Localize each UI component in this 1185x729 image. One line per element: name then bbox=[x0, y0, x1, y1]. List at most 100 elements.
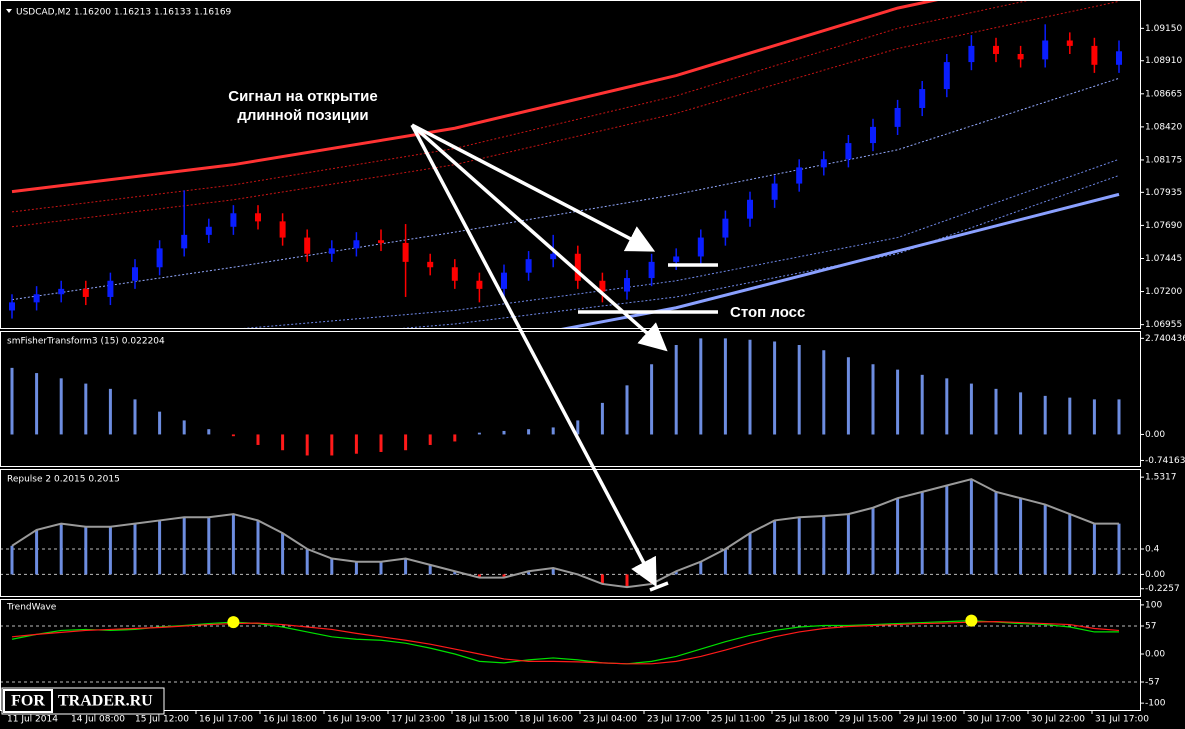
y-tick-label: -0.2257 bbox=[1145, 584, 1180, 594]
y-tick-label: 1.06955 bbox=[1145, 320, 1182, 330]
arrows bbox=[410, 123, 718, 592]
candle-body bbox=[599, 280, 606, 292]
x-tick-label: 11 Jul 2014 bbox=[7, 715, 58, 725]
x-tick-label: 16 Jul 17:00 bbox=[199, 715, 253, 725]
y-tick-label: 1.07690 bbox=[1145, 221, 1182, 231]
x-tick-label: 16 Jul 18:00 bbox=[263, 715, 317, 725]
y-tick-label: 0.00 bbox=[1145, 650, 1165, 660]
x-tick-label: 29 Jul 15:00 bbox=[839, 715, 893, 725]
x-tick-label: 25 Jul 11:00 bbox=[711, 715, 765, 725]
y-tick-label: 1.08910 bbox=[1145, 56, 1182, 66]
x-tick-label: 23 Jul 04:00 bbox=[583, 715, 637, 725]
y-tick-label: -100 bbox=[1145, 699, 1166, 709]
y-tick-label: 1.07445 bbox=[1145, 254, 1182, 264]
candle-body bbox=[820, 159, 827, 168]
candle-body bbox=[402, 242, 409, 262]
candle-body bbox=[205, 226, 212, 235]
candle-body bbox=[427, 261, 434, 268]
candle-body bbox=[279, 221, 286, 238]
x-tick-label: 18 Jul 15:00 bbox=[455, 715, 509, 725]
candle-body bbox=[353, 240, 360, 249]
x-tick-label: 18 Jul 16:00 bbox=[519, 715, 573, 725]
y-tick-label: 1.08175 bbox=[1145, 155, 1182, 165]
candle-body bbox=[796, 167, 803, 184]
menu-arrow[interactable] bbox=[6, 9, 12, 13]
band-line bbox=[11, 0, 1120, 228]
candle-body bbox=[181, 234, 188, 249]
series-line bbox=[11, 620, 1119, 665]
y-tick-label: 1.09150 bbox=[1145, 24, 1182, 34]
band-line bbox=[560, 192, 1120, 328]
x-tick-label: 15 Jul 12:00 bbox=[135, 715, 189, 725]
y-tick-label: 1.08665 bbox=[1145, 89, 1182, 99]
watermark: FOR TRADER.RU bbox=[1, 687, 165, 715]
y-tick-label: 1.5317 bbox=[1145, 473, 1177, 483]
annotation: длинной позиции bbox=[237, 107, 368, 124]
candle-body bbox=[771, 183, 778, 200]
x-tick-label: 23 Jul 17:00 bbox=[647, 715, 701, 725]
candle-body bbox=[943, 62, 950, 90]
candle-body bbox=[1066, 40, 1073, 46]
candle-body bbox=[378, 240, 384, 243]
candle-body bbox=[919, 89, 926, 108]
candle-body bbox=[156, 248, 163, 268]
candle-body bbox=[968, 45, 975, 63]
y-tick-label: 1.08420 bbox=[1145, 122, 1182, 132]
candle-body bbox=[1017, 53, 1024, 60]
panel-borders bbox=[0, 0, 1141, 711]
candle-body bbox=[845, 143, 852, 160]
candle-body bbox=[33, 294, 40, 303]
x-tick-label: 17 Jul 23:00 bbox=[391, 715, 445, 725]
x-tick-label: 30 Jul 22:00 bbox=[1031, 715, 1085, 725]
band-line bbox=[11, 0, 1033, 213]
candle-body bbox=[993, 45, 999, 54]
x-tick-label: 30 Jul 17:00 bbox=[967, 715, 1021, 725]
candle-body bbox=[107, 280, 114, 297]
watermark-text: TRADER.RU bbox=[58, 693, 153, 710]
x-tick-label: 31 Jul 17:00 bbox=[1095, 715, 1149, 725]
y-tick-label: 57 bbox=[1145, 622, 1156, 632]
candle-body bbox=[255, 213, 261, 222]
x-tick-label: 16 Jul 19:00 bbox=[327, 715, 381, 725]
candle-body bbox=[525, 259, 532, 273]
y-tick-label: 0.00 bbox=[1145, 430, 1165, 440]
panel bbox=[0, 614, 1140, 683]
candle-body bbox=[1091, 45, 1098, 65]
candle-body bbox=[697, 237, 704, 257]
signal-dot bbox=[227, 616, 240, 629]
candle-body bbox=[9, 302, 15, 311]
candle-body bbox=[82, 288, 89, 297]
series-line bbox=[11, 620, 1120, 665]
y-tick-label: 0.4 bbox=[1145, 545, 1160, 555]
panel-title: TrendWave bbox=[6, 603, 57, 613]
y-tick-label: -0.74163 bbox=[1145, 456, 1185, 466]
panel-title: smFisherTransform3 (15) 0.022204 bbox=[7, 337, 165, 347]
candle-body bbox=[476, 280, 483, 289]
chart-title: USDCAD,M2 1.16200 1.16213 1.16133 1.1616… bbox=[16, 8, 232, 18]
watermark-text: FOR bbox=[11, 693, 45, 710]
candle-body bbox=[624, 278, 630, 292]
repulse-line bbox=[11, 478, 1119, 589]
candle-body bbox=[1042, 40, 1049, 60]
y-tick-label: 1.07935 bbox=[1145, 188, 1182, 198]
y-tick-label: -57 bbox=[1145, 678, 1160, 688]
candle-body bbox=[894, 107, 901, 127]
candle-body bbox=[747, 199, 753, 219]
candle-body bbox=[451, 267, 458, 281]
candle-body bbox=[550, 253, 557, 260]
band-line bbox=[243, 158, 1120, 328]
candle-body bbox=[58, 288, 65, 295]
candle-body bbox=[648, 261, 655, 279]
candle-body bbox=[304, 237, 311, 254]
panel bbox=[10, 338, 1121, 456]
annotation: Стоп лосс bbox=[730, 304, 805, 321]
panel-title: Repulse 2 0.2015 0.2015 bbox=[7, 475, 120, 485]
candle-body bbox=[230, 213, 237, 227]
candle-body bbox=[673, 256, 680, 262]
candle-body bbox=[574, 253, 581, 281]
y-tick-label: 0.00 bbox=[1145, 570, 1165, 580]
annotation: Сигнал на открытие bbox=[228, 88, 378, 105]
candle-body bbox=[870, 126, 876, 144]
